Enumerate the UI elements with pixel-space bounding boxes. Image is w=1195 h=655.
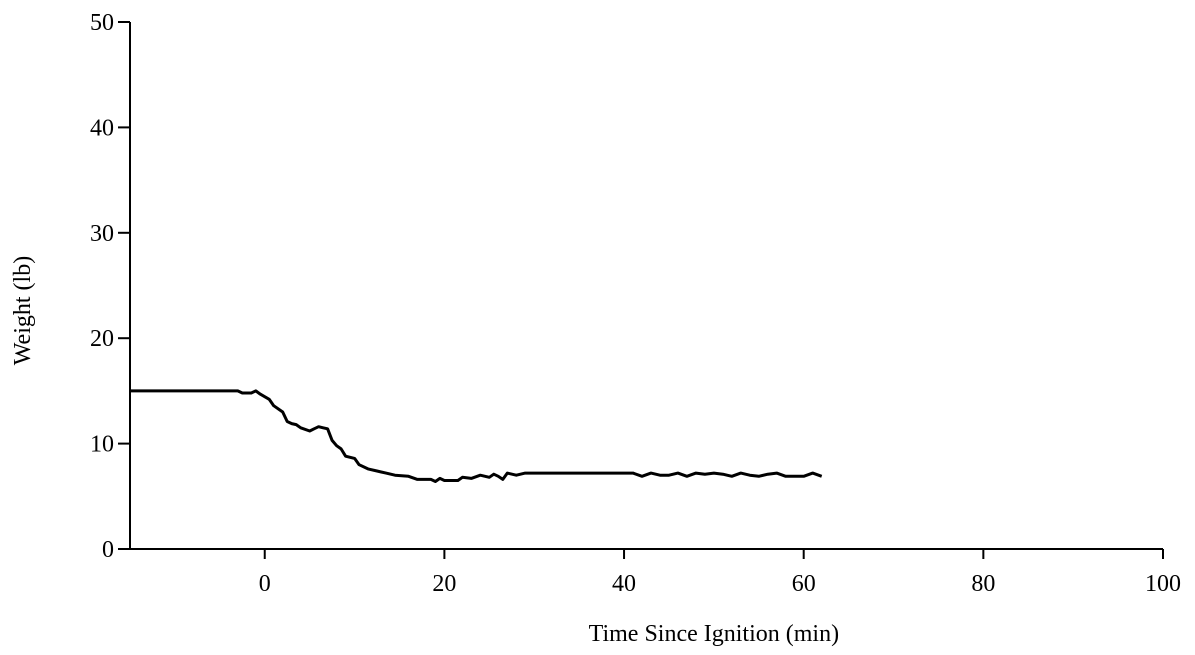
x-tick-label: 20 [432,571,456,597]
y-axis-title: Weight (lb) [10,256,36,365]
x-axis-ticks: 0 20 40 60 80 100 [259,549,1181,597]
x-tick-label: 100 [1145,571,1181,597]
x-tick-label: 40 [612,571,636,597]
x-tick-label: 0 [259,571,271,597]
y-tick-label: 30 [90,221,114,247]
y-tick-label: 40 [90,115,114,141]
y-tick-label: 50 [90,10,114,36]
y-axis-ticks: 0 10 20 30 40 50 [90,10,130,563]
x-tick-label: 60 [792,571,816,597]
y-tick-label: 0 [102,537,114,563]
y-tick-label: 10 [90,432,114,458]
x-axis-title: Time Since Ignition (min) [589,621,839,647]
weight-series-line [130,389,823,483]
x-tick-label: 80 [971,571,995,597]
y-tick-label: 20 [90,326,114,352]
